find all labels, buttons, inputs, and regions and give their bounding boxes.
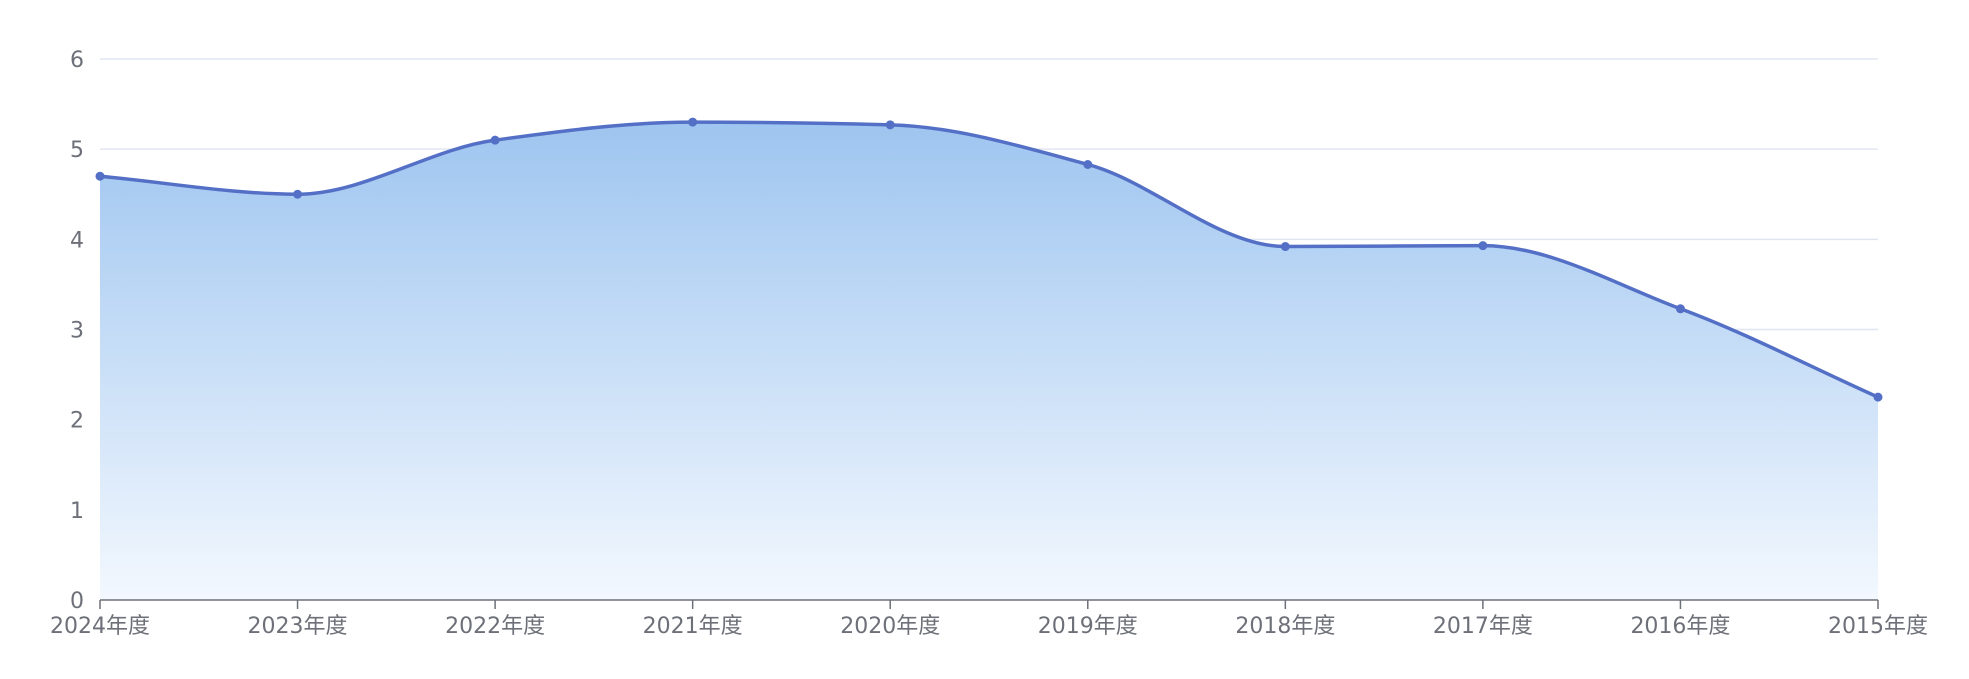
data-point-2022年度[interactable] <box>490 135 500 145</box>
x-tick-label: 2023年度 <box>248 614 348 639</box>
data-points <box>95 117 1883 402</box>
data-point-2019年度[interactable] <box>1083 159 1093 169</box>
series-area <box>100 122 1878 600</box>
data-point-2020年度[interactable] <box>885 120 895 130</box>
x-tick-label: 2015年度 <box>1828 614 1928 639</box>
y-tick-label: 6 <box>70 48 84 73</box>
data-point-2016年度[interactable] <box>1675 304 1685 314</box>
y-tick-label: 2 <box>70 409 84 434</box>
series-line-layer <box>98 120 1880 399</box>
x-tick-label: 2017年度 <box>1433 614 1533 639</box>
y-tick-label: 5 <box>70 138 84 163</box>
x-tick-label: 2018年度 <box>1235 614 1335 639</box>
data-point-2017年度[interactable] <box>1478 241 1488 251</box>
x-tick-label: 2022年度 <box>445 614 545 639</box>
x-tick-label: 2016年度 <box>1630 614 1730 639</box>
y-tick-label: 0 <box>70 589 84 614</box>
data-point-2023年度[interactable] <box>293 189 303 199</box>
y-tick-label: 3 <box>70 319 84 344</box>
y-tick-label: 4 <box>70 228 84 253</box>
y-axis-labels: 0 1 2 3 4 5 6 <box>70 48 84 614</box>
data-point-2021年度[interactable] <box>688 117 698 127</box>
x-axis <box>99 599 1879 609</box>
x-tick-label: 2020年度 <box>840 614 940 639</box>
x-axis-labels: 2024年度 2023年度 2022年度 2021年度 2020年度 2019年度 2018… <box>50 614 1928 639</box>
data-point-2024年度[interactable] <box>95 171 105 181</box>
data-point-2018年度[interactable] <box>1280 242 1290 252</box>
x-tick-label: 2024年度 <box>50 614 150 639</box>
y-tick-label: 1 <box>70 499 84 524</box>
area-fill-layer <box>100 122 1878 600</box>
x-tick-label: 2019年度 <box>1038 614 1138 639</box>
data-point-2015年度[interactable] <box>1873 392 1883 402</box>
x-tick-label: 2021年度 <box>643 614 743 639</box>
series-line <box>98 120 1880 399</box>
